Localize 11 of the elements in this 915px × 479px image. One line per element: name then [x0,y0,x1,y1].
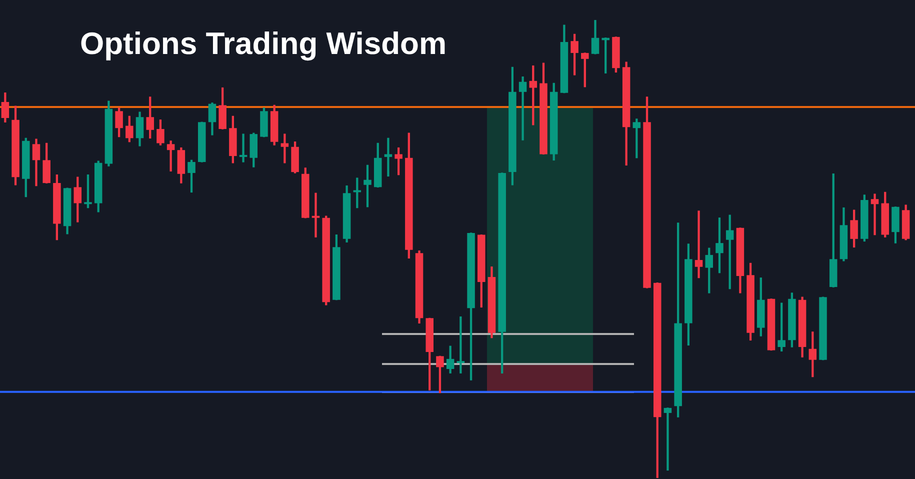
candlestick [694,210,703,278]
candlestick [664,408,672,471]
candlestick [312,192,320,238]
candlestick [870,194,879,236]
candlestick [518,76,527,140]
candlestick [166,140,175,172]
candlestick [280,134,289,164]
candlestick [384,138,392,177]
candlestick [456,316,465,374]
candlestick [239,134,248,162]
chart-title: Options Trading Wisdom [80,26,447,62]
